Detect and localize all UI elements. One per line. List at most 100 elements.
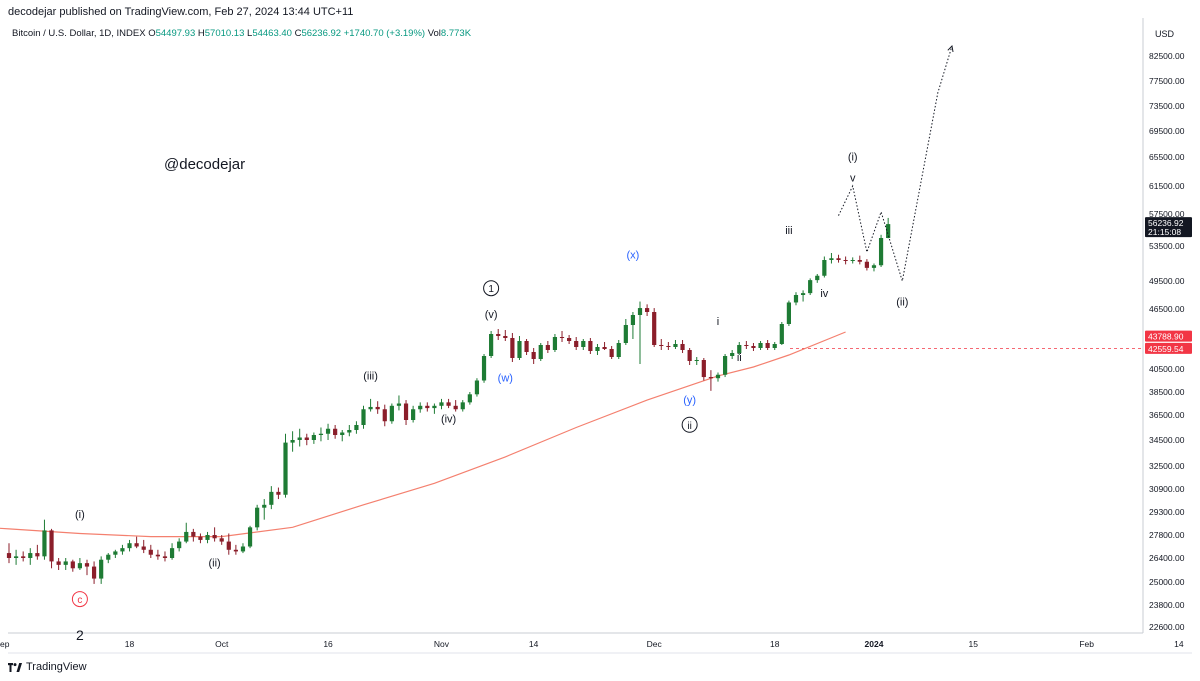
time-tick-label: 18 [125,639,135,649]
candle-body [645,308,650,312]
candle-body [439,402,444,406]
candle [751,343,756,351]
candle [524,339,529,355]
candle-body [155,554,160,557]
candle-body [99,559,104,579]
candle [630,312,636,339]
candle [106,553,111,564]
candle-body [35,553,40,557]
candle [850,257,855,264]
candle [56,558,61,570]
candle [878,234,884,267]
candle [177,538,182,552]
candle [581,339,586,350]
candle [162,551,168,562]
candle-body [233,549,238,552]
candle [113,549,118,558]
candle [609,346,614,359]
candle-body [389,405,394,422]
author-watermark: @decodejar [164,156,246,173]
tradingview-logo-icon [8,662,22,672]
price-tag-value: 43788.90 [1148,332,1184,342]
candle-body [77,563,82,569]
candle-body [737,345,742,353]
candle [567,335,572,344]
published-by-header: decodejar published on TradingView.com, … [8,6,354,18]
candle [212,527,217,542]
candle [418,402,423,413]
candle-body [84,563,90,567]
candle [886,217,891,239]
time-tick-label: Sep [0,639,10,649]
candle [439,398,444,410]
candle [276,487,281,500]
candle [375,401,380,414]
wave-label: (ii) [896,296,908,308]
price-tick-label: 82500.00 [1149,51,1185,61]
candle [687,348,692,365]
candle-body [708,377,714,379]
candle [779,322,784,345]
wave-label: (iv) [441,414,456,426]
candle-body [375,406,380,410]
time-tick-label: 15 [969,639,979,649]
candle [616,340,621,359]
candle-body [212,535,217,539]
candle [680,340,685,353]
candle-body [602,347,607,349]
candle-body [297,437,302,440]
candle [141,539,146,554]
candle-body [177,541,182,549]
wave-label: (ii) [209,558,221,570]
candle [871,263,877,272]
candle-body [609,349,614,357]
candle-body [744,345,749,346]
candle [474,378,480,397]
price-tick-label: 23800.00 [1149,600,1185,610]
candle [588,338,593,354]
candle [169,543,175,560]
close-label: C [294,28,302,39]
candle-body [453,405,458,410]
wave-label: v [850,173,856,185]
candle-body [680,344,685,350]
wave-label: (i) [848,152,858,164]
candle-body [106,554,111,560]
candle-body [446,402,451,406]
price-tick-label: 34500.00 [1149,435,1185,445]
candle [262,499,267,520]
candle-body [616,343,621,357]
candle [13,549,19,565]
candle [396,395,402,411]
wave-label: (v) [485,309,498,321]
candle [701,358,706,381]
candle [28,548,33,565]
candle-body [56,561,61,565]
candle [233,544,238,555]
candle-body [205,535,210,540]
footer-brand-label: TradingView [26,661,87,673]
wave-label: (i) [75,509,85,521]
candle [517,336,522,360]
candle [722,354,728,378]
wave-label: i [717,316,719,328]
candle-body [403,403,409,420]
candle-body [545,345,550,350]
candle-body [70,561,75,569]
candle [574,337,579,350]
price-tick-label: 65500.00 [1149,152,1185,162]
candle-body [815,275,820,281]
candle [347,425,352,437]
candle-body [354,425,359,430]
candle-body [751,346,756,348]
close-value: 56236.92 [301,28,342,39]
candle [467,392,472,405]
candle [205,531,210,544]
candle [99,556,104,584]
candle-body [886,224,891,238]
candle [857,255,862,265]
price-tag-box [1145,342,1192,354]
candle [481,354,487,383]
candle [808,278,813,295]
